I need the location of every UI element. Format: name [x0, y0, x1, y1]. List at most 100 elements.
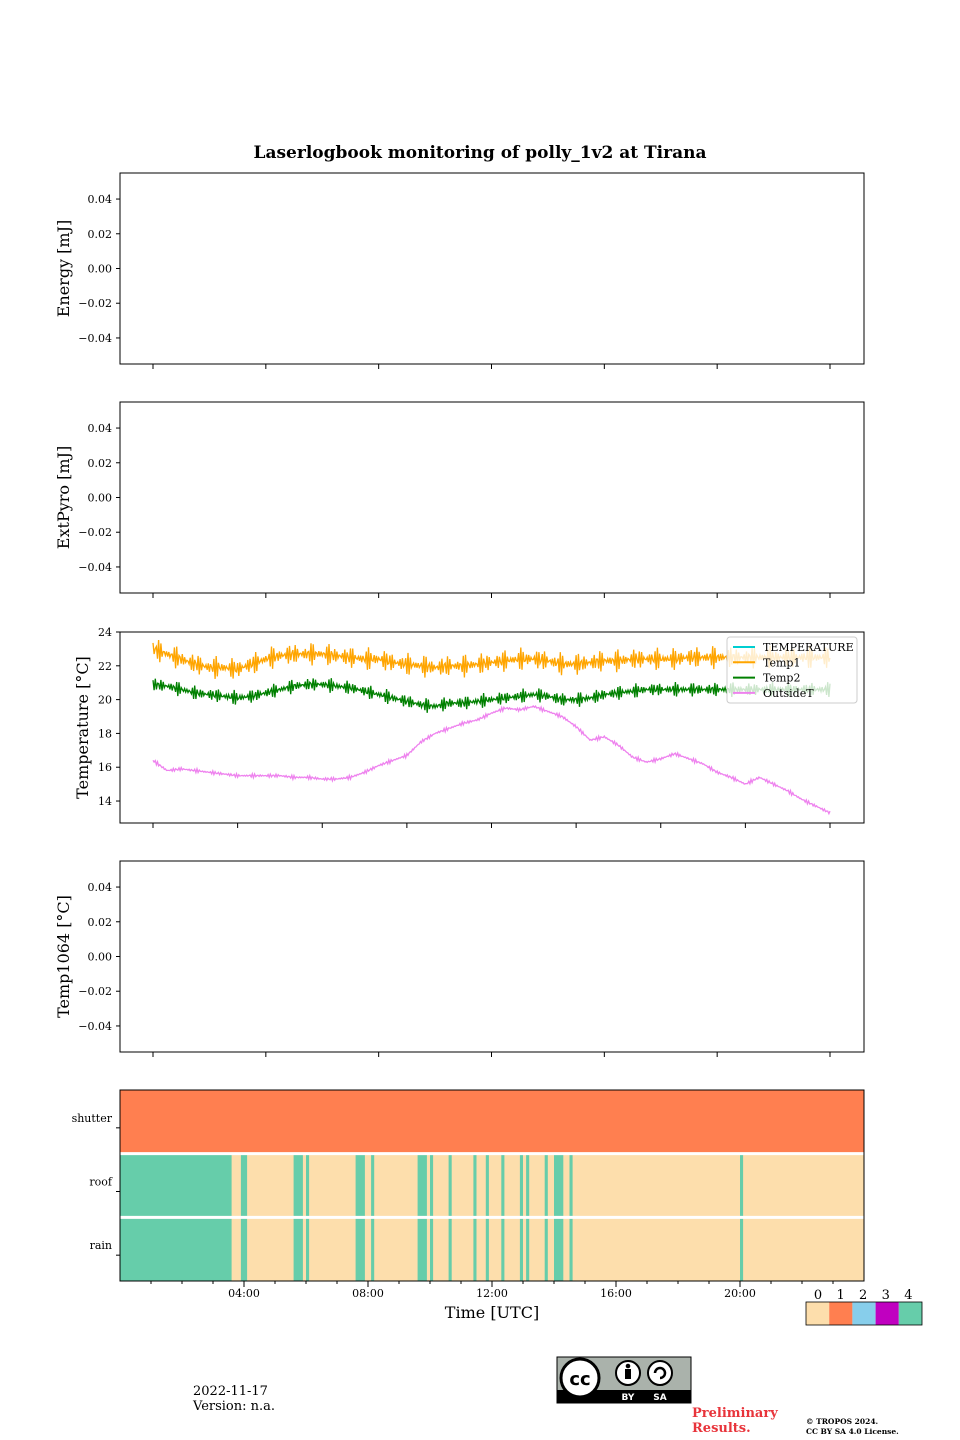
colorbar-swatch	[898, 1302, 922, 1325]
colorbar-swatch	[806, 1302, 830, 1325]
footer-version: Version: n.a.	[193, 1399, 276, 1414]
status-panel: shutter roof rain 04:00 08:00 12:00 16:00 20:00…	[72, 1089, 865, 1322]
preliminary-note: Preliminary Results.	[692, 1406, 778, 1436]
copyright-line2: CC BY SA 4.0 License.	[806, 1427, 899, 1436]
status-segment	[120, 1217, 232, 1281]
legend-entry: TEMPERATURE	[763, 641, 854, 654]
status-segment	[355, 1153, 365, 1218]
colorbar-label: 4	[904, 1288, 912, 1303]
status-segment	[501, 1217, 505, 1281]
status-segment	[544, 1153, 548, 1218]
status-segment	[485, 1217, 489, 1281]
copyright-note: © TROPOS 2024. CC BY SA 4.0 License.	[806, 1417, 899, 1437]
x-tick-label: 20:00	[724, 1287, 756, 1300]
colorbar-label: 3	[882, 1288, 890, 1303]
x-axis-label: Time [UTC]	[445, 1303, 539, 1322]
status-row-label: rain	[90, 1239, 112, 1252]
status-segment	[485, 1153, 489, 1218]
status-row-label: roof	[89, 1176, 113, 1189]
status-segment	[526, 1153, 530, 1218]
status-segment	[417, 1153, 427, 1218]
status-segment	[448, 1153, 452, 1218]
status-segment	[569, 1217, 573, 1281]
x-tick-label: 04:00	[228, 1287, 260, 1300]
y-tick-label: −0.04	[78, 332, 112, 345]
x-tick-label: 08:00	[352, 1287, 384, 1300]
status-segment	[240, 1217, 248, 1281]
y-tick-label: −0.02	[78, 526, 112, 539]
status-segment	[554, 1217, 564, 1281]
series-line-temp2	[152, 678, 831, 713]
cc-badge-cc: cc	[569, 1369, 590, 1390]
y-tick-label: 0.04	[88, 193, 113, 206]
status-segment	[430, 1153, 434, 1218]
status-segment	[240, 1153, 248, 1218]
colorbar-swatch	[875, 1302, 899, 1325]
status-segment	[740, 1153, 744, 1218]
cc-badge-by: BY	[622, 1393, 635, 1403]
colorbar-label: 0	[814, 1288, 822, 1303]
y-tick-label: 24	[98, 626, 112, 639]
y-tick-label: 22	[98, 660, 112, 673]
status-segment	[293, 1217, 303, 1281]
status-segment	[544, 1217, 548, 1281]
status-segment	[501, 1153, 505, 1218]
legend-entry: OutsideT	[763, 687, 814, 700]
figure-title: Laserlogbook monitoring of polly_1v2 at …	[254, 143, 707, 163]
legend-entry: Temp2	[763, 672, 800, 685]
y-axis-label: Temp1064 [°C]	[54, 895, 73, 1018]
y-tick-label: 0.02	[88, 228, 113, 241]
x-tick-label: 16:00	[600, 1287, 632, 1300]
y-tick-label: 0.02	[88, 916, 113, 929]
colorbar-swatch	[829, 1302, 853, 1325]
status-segment	[430, 1217, 434, 1281]
status-segment	[569, 1153, 573, 1218]
status-segment	[306, 1217, 310, 1281]
status-segment	[554, 1153, 564, 1218]
copyright-line1: © TROPOS 2024.	[806, 1417, 879, 1426]
status-segment	[371, 1217, 375, 1281]
status-segment	[355, 1217, 365, 1281]
legend: TEMPERATURE Temp1 Temp2 OutsideT	[726, 636, 858, 704]
y-tick-label: 16	[98, 761, 112, 774]
status-segment	[519, 1153, 523, 1218]
cc-by-sa-icon: cc BY SA	[556, 1356, 692, 1404]
status-segment	[417, 1217, 427, 1281]
y-tick-label: 0.00	[88, 492, 113, 505]
y-axis-label: ExtPyro [mJ]	[54, 446, 73, 549]
panel-2: 0.04 0.02 0.00 −0.02 −0.04 ExtPyro [mJ]	[54, 401, 865, 598]
y-tick-label: −0.02	[78, 297, 112, 310]
y-tick-label: 20	[98, 694, 112, 707]
footer-date-block: 2022-11-17 Version: n.a.	[193, 1384, 275, 1414]
y-tick-label: 0.02	[88, 457, 113, 470]
status-row-shutter	[120, 1090, 864, 1154]
panel-4: 0.04 0.02 0.00 −0.02 −0.04 Temp1064 [°C]	[54, 860, 865, 1057]
colorbar-label: 1	[836, 1288, 844, 1303]
status-segment	[120, 1153, 232, 1218]
status-segment	[371, 1153, 375, 1218]
status-segment	[448, 1217, 452, 1281]
colorbar-swatch	[852, 1302, 876, 1325]
x-tick-label: 12:00	[476, 1287, 508, 1300]
status-segment	[740, 1217, 744, 1281]
y-tick-label: −0.04	[78, 561, 112, 574]
preliminary-line2: Results.	[692, 1421, 751, 1436]
status-row-label: shutter	[72, 1112, 113, 1125]
y-tick-label: 0.00	[88, 951, 113, 964]
footer-date: 2022-11-17	[193, 1384, 268, 1399]
y-tick-label: 0.04	[88, 881, 113, 894]
status-segment	[519, 1217, 523, 1281]
y-tick-label: 0.00	[88, 263, 113, 276]
status-segment	[306, 1153, 310, 1218]
y-tick-label: 14	[98, 795, 112, 808]
preliminary-line1: Preliminary	[692, 1406, 778, 1421]
cc-badge-sa: SA	[653, 1393, 666, 1403]
status-segment	[293, 1153, 303, 1218]
status-segment	[473, 1217, 477, 1281]
y-axis-label: Temperature [°C]	[73, 656, 92, 799]
y-tick-label: −0.02	[78, 985, 112, 998]
y-axis-label: Energy [mJ]	[54, 220, 73, 318]
status-segment	[526, 1217, 530, 1281]
